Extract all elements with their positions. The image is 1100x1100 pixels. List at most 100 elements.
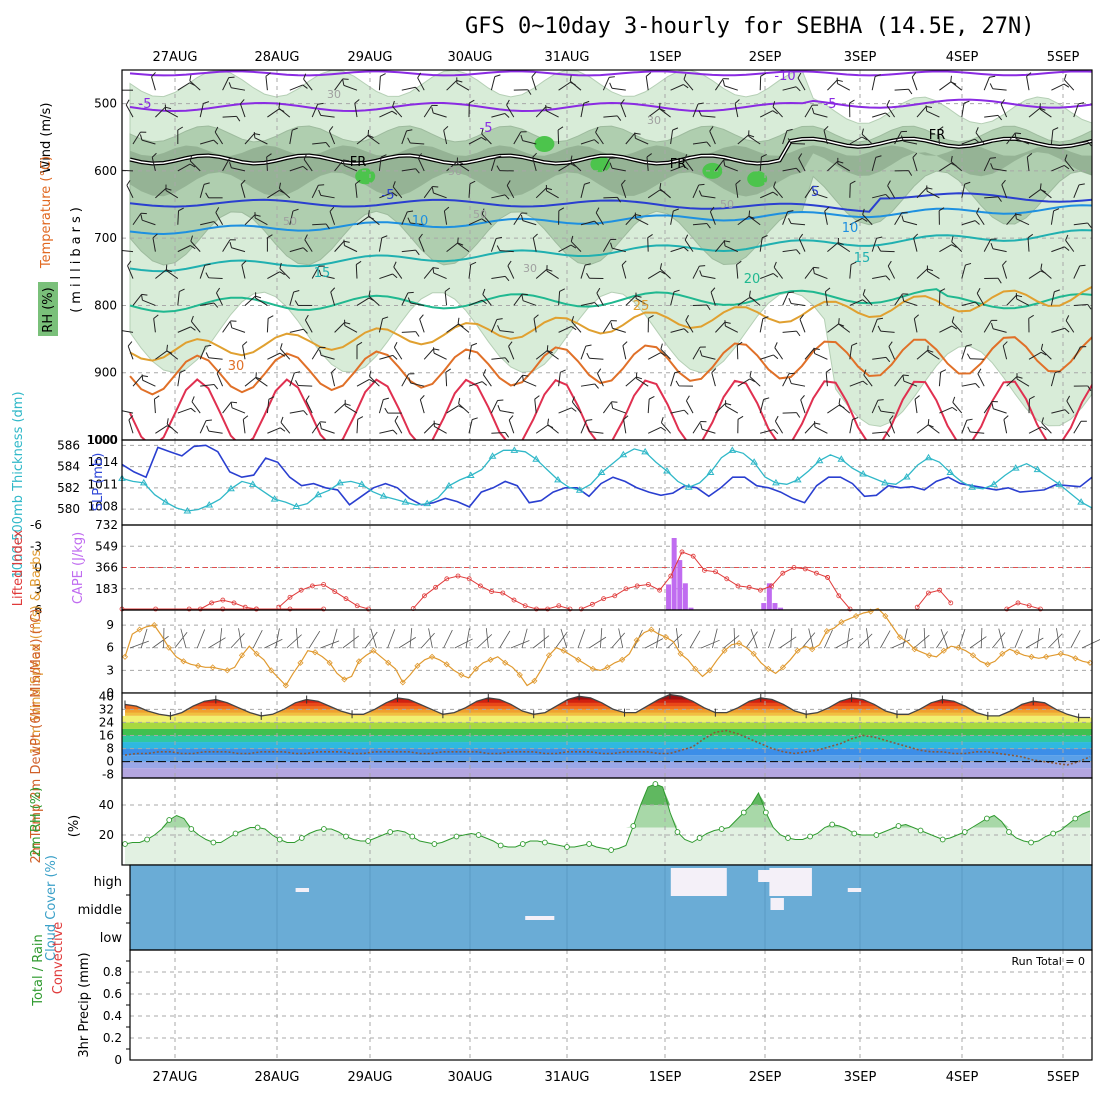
- wind-barb-flag: [850, 261, 857, 266]
- wind-barb-flag: [521, 212, 528, 214]
- wind-barb: [737, 378, 756, 387]
- lifted-index-point: [623, 586, 629, 592]
- wind-barb-flag: [317, 102, 324, 105]
- wind-barb-staff: [715, 321, 726, 333]
- wind-barb: [602, 76, 615, 91]
- wind-barb: [759, 316, 769, 333]
- wind-barb-flag: [586, 272, 590, 279]
- rh2m-point: [984, 815, 990, 822]
- wind-barb-staff: [950, 161, 963, 172]
- wind-barb-staff: [410, 382, 425, 387]
- wind-barb: [916, 106, 933, 118]
- wind-barb-flag: [1078, 183, 1085, 186]
- wind-barb-flag: [495, 155, 502, 159]
- wind-barb: [1073, 346, 1087, 360]
- wind-barb: [305, 395, 313, 414]
- contour-freezing: [129, 138, 1092, 165]
- wind-barb-flag: [877, 245, 882, 252]
- wind-barb-flag: [206, 419, 212, 422]
- wind-barb-staff: [825, 372, 828, 387]
- lifted-index-line: [1006, 602, 1041, 610]
- temperature-contour-label: -5: [824, 97, 837, 112]
- wind-barb-flag: [876, 236, 883, 239]
- wind-barb-flag: [141, 293, 148, 296]
- slp-point: [314, 490, 323, 498]
- lifted-index-point: [769, 583, 774, 589]
- wind-barb-flag: [647, 234, 653, 239]
- wind-barb-staff: [887, 265, 896, 279]
- wind-barb-staff: [692, 184, 700, 199]
- date-label-top: 4SEP: [946, 50, 979, 65]
- wind-barb-flag: [609, 76, 615, 78]
- wind-barb: [939, 244, 957, 253]
- wind-barb-staff: [894, 131, 902, 145]
- lifted-index-point: [836, 593, 842, 599]
- wind-barb-staff: [782, 249, 797, 253]
- wind-barb-flag: [265, 72, 271, 77]
- wind-barb: [715, 321, 731, 333]
- rh-contour-label: 50: [720, 198, 734, 211]
- wind-barb-staff: [916, 268, 928, 279]
- wind-barb-flag: [685, 314, 689, 321]
- wind-barb-flag: [190, 326, 196, 331]
- wind-barb-flag: [1054, 370, 1061, 374]
- slp-point: [619, 450, 628, 458]
- wind10m-barb: [701, 639, 720, 649]
- wind-barb-flag: [710, 287, 716, 293]
- wind-barb: [804, 185, 819, 199]
- wind-barb-staff: [621, 264, 627, 279]
- wind-barb: [254, 212, 268, 226]
- wind-barb-staff: [558, 163, 571, 172]
- wind-barb-staff: [602, 158, 611, 172]
- wind-barb: [222, 401, 238, 414]
- wind-barb-flag: [950, 75, 952, 82]
- wind-barb-flag: [966, 353, 971, 360]
- wind10m-barb: [208, 637, 226, 649]
- wind-barb: [289, 165, 308, 172]
- wind-barb-flag: [798, 233, 804, 240]
- wind-barb-flag: [456, 157, 458, 164]
- wind-barb-flag: [383, 397, 390, 401]
- wind-barb-flag: [241, 260, 247, 266]
- pressure-tick-label: 1000: [86, 433, 117, 447]
- wind-barb-flag: [610, 238, 617, 241]
- lifted-index-point: [791, 565, 797, 570]
- lifted-index-point: [309, 583, 315, 589]
- wind10m-point: [940, 647, 947, 654]
- wind-barb-flag: [496, 245, 501, 251]
- wind-barb-staff: [535, 424, 548, 434]
- wind-barb: [886, 99, 896, 118]
- wind-barb: [937, 126, 944, 145]
- wind-barb: [760, 429, 779, 435]
- wind-barb: [889, 415, 896, 434]
- date-label-bottom: 30AUG: [447, 1070, 492, 1085]
- wind10m-point: [238, 652, 246, 659]
- wind-barb-staff: [872, 193, 886, 199]
- cloud-level-label: middle: [78, 903, 122, 918]
- wind-barb-flag: [774, 342, 778, 348]
- temperature-fill-band: [125, 694, 1090, 707]
- wind-barb: [773, 181, 783, 199]
- wind-barb-staff: [939, 244, 952, 253]
- wind-barb: [289, 371, 301, 387]
- temperature-contour-label: FR: [929, 128, 946, 143]
- wind-barb: [1006, 294, 1023, 306]
- wind-barb-flag: [303, 328, 308, 334]
- lifted-index-point: [421, 593, 427, 599]
- wind-barb-staff: [334, 240, 345, 252]
- wind10m-barb: [499, 630, 511, 649]
- rh2m-point: [232, 830, 239, 837]
- wind10m-barb: [1070, 630, 1081, 649]
- wind-barb-flag: [433, 422, 440, 426]
- date-label-top: 30AUG: [447, 50, 492, 65]
- wind10m-point: [121, 653, 129, 660]
- cloud-cell: [295, 888, 310, 892]
- wind-barb-staff: [804, 185, 814, 199]
- wind-barb-flag: [128, 415, 134, 421]
- wind-tick-label: 0: [106, 686, 114, 700]
- wind-barb: [190, 235, 201, 252]
- wind-barb-flag: [532, 152, 537, 158]
